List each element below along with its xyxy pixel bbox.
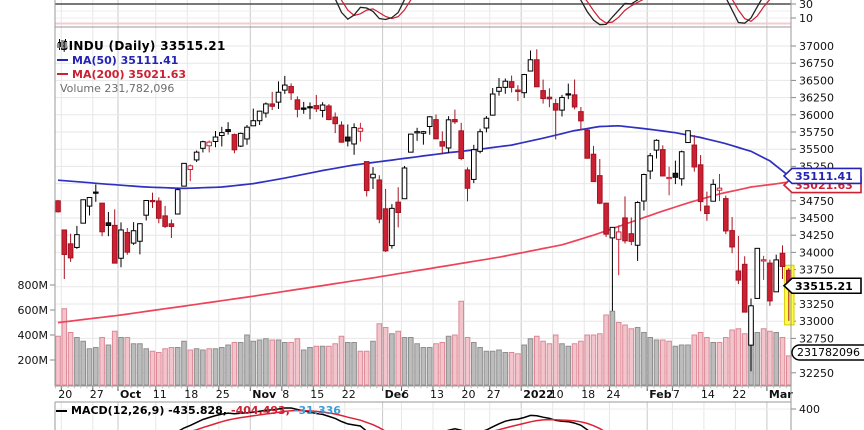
svg-text:800M: 800M (18, 279, 49, 292)
svg-text:36750: 36750 (799, 57, 834, 70)
svg-text:22: 22 (342, 388, 356, 401)
svg-text:14: 14 (701, 388, 715, 401)
svg-text:30: 30 (799, 0, 813, 11)
svg-text:35750: 35750 (799, 126, 834, 139)
svg-text:7: 7 (673, 388, 680, 401)
svg-text:15: 15 (310, 388, 324, 401)
svg-text:27: 27 (90, 388, 104, 401)
svg-text:24: 24 (606, 388, 620, 401)
panel-borders (54, 0, 792, 430)
macd-main-value: MACD(12,26,9) -435.828, (71, 404, 228, 417)
svg-text:600M: 600M (18, 304, 49, 317)
svg-text:36500: 36500 (799, 74, 834, 87)
svg-text:34250: 34250 (799, 229, 834, 242)
volume-bars (55, 300, 792, 386)
macd-legend: MACD(12,26,9) -435.828, -404.493, -31.33… (56, 404, 341, 417)
symbol-title: $INDU (Daily) 33515.21 (60, 39, 226, 53)
svg-text:20: 20 (462, 388, 476, 401)
svg-text:35500: 35500 (799, 143, 834, 156)
svg-text:Feb: Feb (649, 388, 672, 401)
svg-text:36000: 36000 (799, 109, 834, 122)
svg-text:400: 400 (799, 403, 820, 416)
svg-text:35111.41: 35111.41 (795, 170, 853, 183)
svg-text:25: 25 (216, 388, 230, 401)
ma200-line (57, 181, 789, 324)
svg-text:18: 18 (184, 388, 198, 401)
ma200-line-icon (57, 73, 68, 75)
legend-ma50-row: MA(50) 35111.41 (57, 53, 226, 67)
ma50-line-icon (57, 59, 68, 61)
svg-text:22: 22 (732, 388, 746, 401)
svg-text:33250: 33250 (799, 298, 834, 311)
legend-volume-row: Volume 231,782,096 (57, 40, 226, 95)
svg-text:32750: 32750 (799, 332, 834, 345)
svg-text:10: 10 (550, 388, 564, 401)
svg-text:2022: 2022 (523, 388, 554, 401)
svg-text:34750: 34750 (799, 195, 834, 208)
ma200-label: MA(200) 35021.63 (72, 67, 187, 81)
svg-text:231782096: 231782096 (797, 346, 860, 359)
svg-text:27: 27 (487, 388, 501, 401)
svg-text:33750: 33750 (799, 264, 834, 277)
svg-text:11: 11 (153, 388, 167, 401)
volume-label: Volume 231,782,096 (60, 81, 175, 95)
ma50-label: MA(50) 35111.41 (72, 53, 179, 67)
candles (55, 49, 792, 372)
svg-text:Nov: Nov (252, 388, 277, 401)
macd-line-icon (56, 409, 67, 412)
legend-ma200-row: MA(200) 35021.63 (57, 67, 226, 81)
chart-legend: $INDU (Daily) 33515.21 MA(50) 35111.41 M… (57, 39, 226, 95)
svg-text:20: 20 (58, 388, 72, 401)
svg-text:33515.21: 33515.21 (795, 280, 853, 293)
svg-text:34500: 34500 (799, 212, 834, 225)
svg-text:6: 6 (402, 388, 409, 401)
svg-text:32250: 32250 (799, 367, 834, 380)
svg-text:36250: 36250 (799, 92, 834, 105)
legend-title-row: $INDU (Daily) 33515.21 (57, 39, 226, 53)
svg-text:13: 13 (430, 388, 444, 401)
svg-text:10: 10 (799, 12, 813, 25)
svg-text:Dec: Dec (385, 388, 408, 401)
svg-text:34000: 34000 (799, 246, 834, 259)
macd-signal-value: -404.493, (231, 404, 290, 417)
volume-axis: 800M 600M 400M 200M (18, 279, 55, 367)
macd-panel: 400 (55, 401, 820, 430)
svg-text:200M: 200M (18, 354, 49, 367)
svg-text:37000: 37000 (799, 40, 834, 53)
svg-text:8: 8 (282, 388, 289, 401)
svg-text:Oct: Oct (120, 388, 141, 401)
svg-text:Mar: Mar (769, 388, 793, 401)
svg-text:33000: 33000 (799, 315, 834, 328)
macd-hist-value: -31.336 (293, 404, 341, 417)
svg-text:400M: 400M (18, 329, 49, 342)
svg-text:18: 18 (581, 388, 595, 401)
ma50-line (57, 124, 790, 190)
